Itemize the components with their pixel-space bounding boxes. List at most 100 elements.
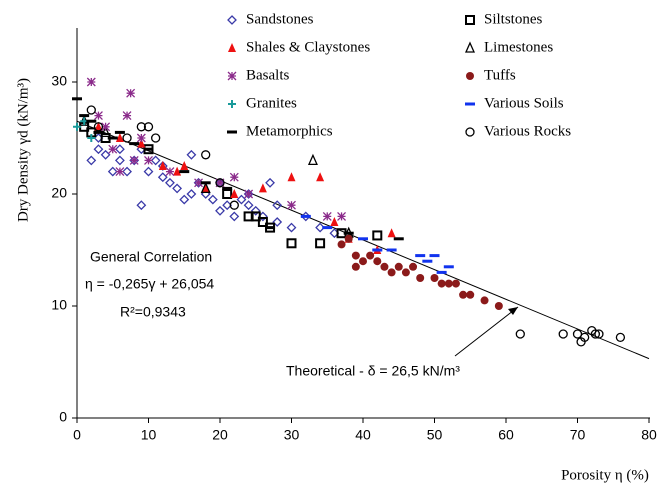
marker-shape [86,155,97,166]
marker-shape [466,72,474,80]
marker [286,222,297,233]
marker [494,302,503,310]
x-tick-label: 50 [427,427,443,443]
legend-label: Various Soils [484,95,564,111]
marker-shape [179,194,190,205]
marker-shape [229,172,239,182]
legend-label: Basalts [246,67,289,83]
marker-shape [394,262,403,271]
marker-shape [227,15,237,25]
marker [100,125,111,138]
marker-shape [243,200,254,211]
marker-shape [173,166,182,176]
marker-shape [93,122,104,132]
marker-shape [201,183,210,193]
marker-shape [286,238,297,249]
marker-shape [387,228,396,238]
marker-shape [144,155,153,165]
marker-shape [150,155,161,166]
marker-shape [287,200,296,210]
marker [330,217,339,226]
marker [165,177,175,188]
legend-label: Various Rocks [484,123,571,139]
annotation: Theoretical - δ = 26,5 kN/m³ [286,363,460,379]
marker-shape [115,133,124,142]
marker [215,205,225,216]
x-tick-label: 20 [212,427,228,443]
marker [172,183,183,194]
marker-shape [465,127,475,137]
marker [200,181,211,194]
marker-shape [158,161,167,170]
marker [366,251,375,260]
x-axis-title: Porosity η (%) [561,467,649,483]
marker [451,279,460,288]
arrow-head [508,307,518,315]
marker [387,228,396,238]
marker-shape [444,279,453,288]
marker-shape [480,296,489,305]
marker-shape [272,217,283,227]
marker-shape [229,211,240,222]
marker [372,230,383,241]
marker-shape [227,71,237,81]
marker-shape [451,279,460,288]
marker-shape [101,122,111,132]
marker-shape [114,155,125,166]
marker [86,155,97,166]
marker-shape [157,172,168,183]
marker-shape [366,251,375,260]
marker-shape [372,230,383,241]
marker [107,166,118,177]
marker-shape [222,189,233,199]
marker [93,111,103,121]
marker [122,111,132,121]
marker [416,274,425,282]
marker [158,161,167,170]
marker [401,268,410,277]
marker [359,257,367,266]
marker-shape [337,240,346,249]
marker [287,172,296,182]
marker [466,290,475,299]
marker-shape [409,262,418,271]
marker [558,329,568,339]
marker [459,290,468,299]
marker-shape [107,166,118,177]
marker [351,262,360,271]
marker-shape [257,217,268,227]
marker-shape [287,172,296,182]
marker [108,144,118,154]
marker [244,189,254,199]
marker [272,200,283,211]
marker-shape [286,222,297,233]
marker-shape [250,205,261,216]
legend-marker [228,43,236,52]
marker-shape [258,183,267,193]
marker-shape [100,125,111,138]
marker-shape [222,200,233,211]
marker [86,105,96,115]
marker [215,178,225,188]
marker-shape [315,238,326,249]
x-tick-label: 60 [498,427,514,443]
legend-marker [465,15,475,25]
marker-shape [115,167,125,177]
y-tick-label: 20 [51,185,67,201]
marker-shape [114,144,125,155]
marker-shape [108,144,118,154]
marker-shape [515,329,525,339]
marker-shape [316,172,325,182]
marker-shape [137,138,146,148]
marker [194,178,204,188]
marker-shape [186,149,197,160]
marker-shape [351,262,360,271]
marker-shape [87,134,96,142]
marker [186,189,197,199]
y-tick-label: 10 [51,297,67,313]
marker-shape [387,268,396,277]
marker [380,262,389,271]
marker [230,189,239,198]
legend-marker [227,15,237,25]
